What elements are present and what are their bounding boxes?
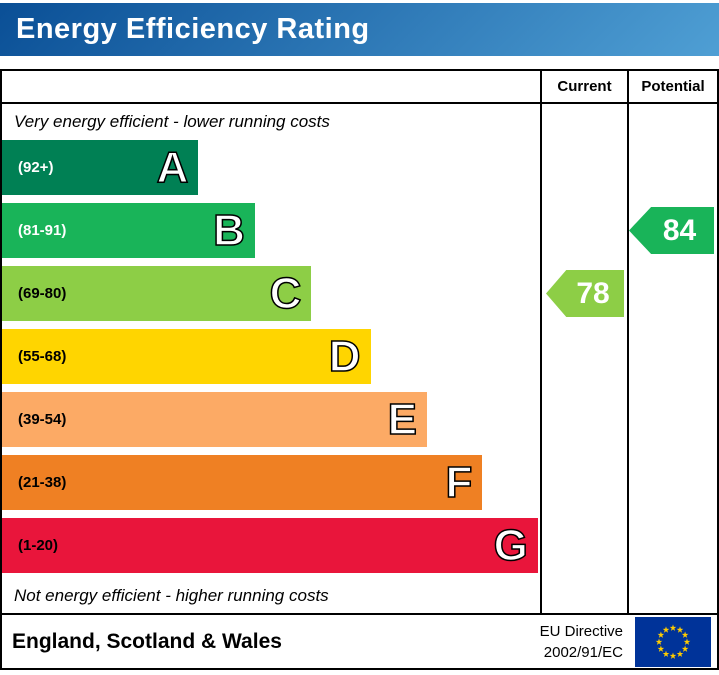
current-arrow: 78	[546, 270, 624, 317]
page-title: Energy Efficiency Rating	[16, 13, 370, 45]
band-a: (92+) A	[2, 140, 199, 195]
eu-flag-icon	[635, 616, 711, 667]
band-letter: G	[493, 520, 529, 570]
band-range: (81-91)	[18, 222, 67, 239]
band-f: (21-38) F	[2, 455, 483, 510]
band-range: (1-20)	[18, 537, 59, 554]
eu-directive-line2: 2002/91/EC	[543, 643, 623, 661]
epc-header: Energy Efficiency Rating	[0, 3, 719, 56]
band-d: (55-68) D	[2, 329, 371, 384]
bottom-note: Not energy efficient - higher running co…	[14, 586, 329, 605]
potential-column: 84	[627, 104, 717, 613]
band-letter: E	[387, 394, 418, 444]
column-header-current: Current	[540, 71, 627, 104]
current-column: 78	[540, 104, 627, 613]
potential-arrow: 84	[629, 207, 714, 254]
band-range: (55-68)	[18, 348, 67, 365]
top-note: Very energy efficient - lower running co…	[14, 112, 330, 131]
epc-table: Current Potential Very energy efficient …	[0, 69, 719, 670]
band-letter: C	[269, 268, 302, 318]
eu-directive-text: EU Directive 2002/91/EC	[540, 621, 623, 663]
band-range: (69-80)	[18, 285, 67, 302]
band-letter: B	[212, 205, 245, 255]
eu-directive-line1: EU Directive	[539, 622, 623, 640]
footer-region: England, Scotland & Wales	[12, 629, 282, 653]
footer: England, Scotland & Wales EU Directive 2…	[2, 613, 717, 668]
band-c: (69-80) C	[2, 266, 312, 321]
band-range: (92+)	[18, 159, 54, 176]
column-header-potential: Potential	[627, 71, 717, 104]
band-e: (39-54) E	[2, 392, 428, 447]
band-range: (21-38)	[18, 474, 67, 491]
potential-value: 84	[662, 213, 697, 247]
band-b: (81-91) B	[2, 203, 255, 258]
band-letter: F	[445, 457, 473, 507]
band-g: (1-20) G	[2, 518, 538, 573]
band-letter: D	[328, 331, 361, 381]
rating-scale: Very energy efficient - lower running co…	[2, 104, 540, 613]
current-value: 78	[576, 276, 610, 310]
band-letter: A	[156, 142, 189, 192]
corner-cell	[2, 71, 540, 104]
band-range: (39-54)	[18, 411, 67, 428]
